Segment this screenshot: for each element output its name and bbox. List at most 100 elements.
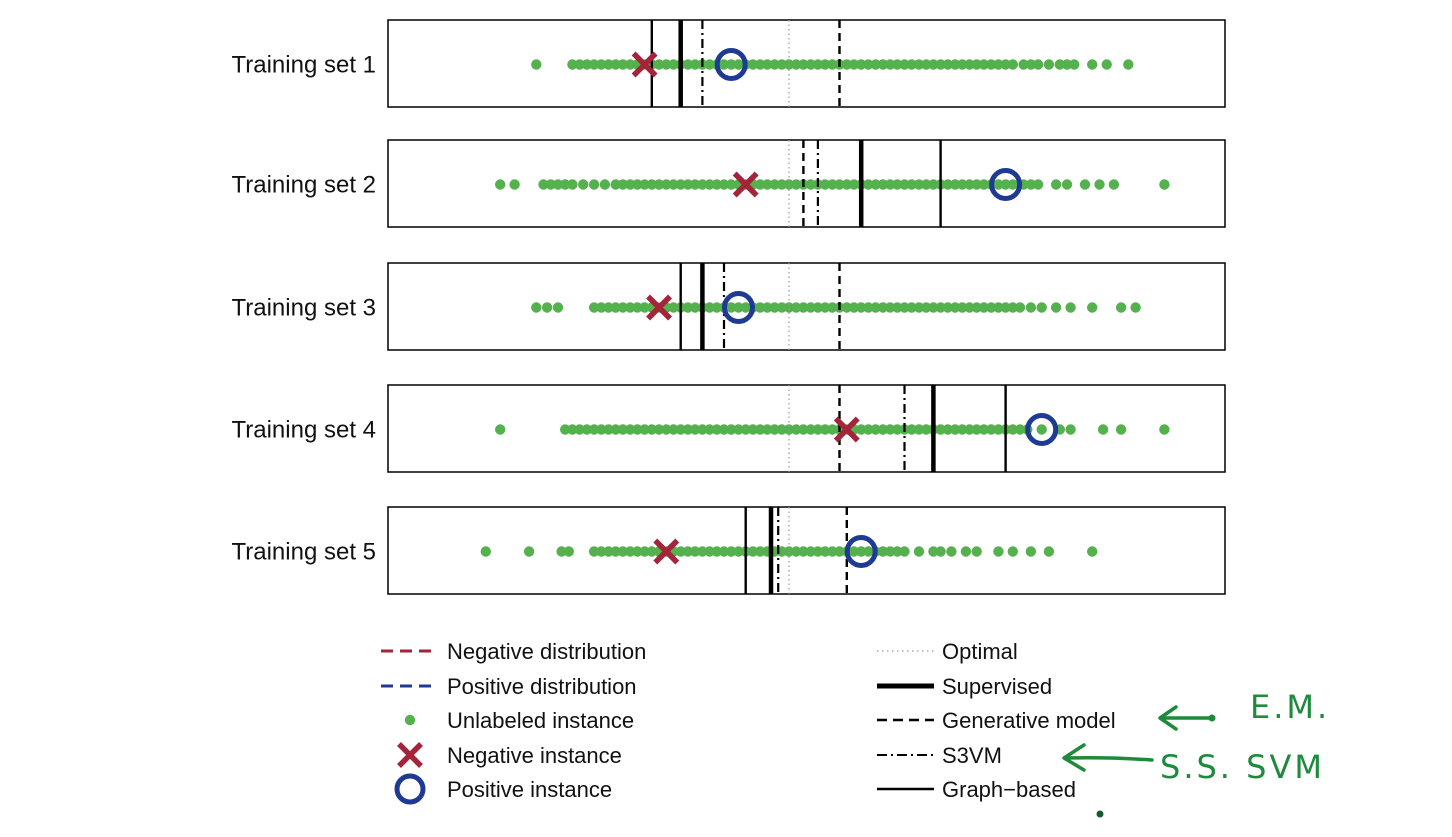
legend-label: Generative model: [942, 708, 1116, 733]
unlabeled-point: [704, 59, 715, 70]
unlabeled-point: [783, 424, 795, 435]
unlabeled-point: [783, 179, 795, 190]
unlabeled-point: [726, 302, 737, 313]
unlabeled-point: [718, 179, 730, 190]
unlabeled-point: [834, 546, 845, 557]
unlabeled-point: [1054, 59, 1066, 70]
unlabeled-point: [971, 59, 982, 70]
unlabeled-point: [1036, 424, 1047, 435]
unlabeled-point: [993, 546, 1004, 557]
unlabeled-point: [805, 179, 816, 190]
unlabeled-point: [978, 424, 990, 435]
unlabeled-point: [819, 546, 831, 557]
unlabeled-point: [957, 302, 968, 313]
unlabeled-point: [726, 59, 737, 70]
unlabeled-point: [1061, 179, 1073, 190]
unlabeled-point: [841, 302, 852, 313]
unlabeled-point: [689, 302, 701, 313]
annotation-ss-svm: S.S. SVM: [1160, 748, 1325, 786]
unlabeled-point: [783, 546, 795, 557]
unlabeled-point: [617, 424, 629, 435]
unlabeled-point: [599, 179, 611, 190]
unlabeled-point: [639, 179, 650, 190]
unlabeled-point: [754, 546, 766, 557]
unlabeled-point: [689, 59, 701, 70]
unlabeled-point: [993, 424, 1004, 435]
panel-label: Training set 5: [231, 539, 376, 566]
unlabeled-point: [610, 179, 621, 190]
unlabeled-point: [596, 546, 607, 557]
unlabeled-point: [812, 546, 824, 557]
ink-dot: [1096, 810, 1104, 818]
unlabeled-point: [776, 424, 787, 435]
unlabeled-point: [913, 179, 925, 190]
unlabeled-point: [480, 546, 491, 557]
unlabeled-point: [899, 179, 910, 190]
unlabeled-point: [646, 546, 657, 557]
unlabeled-point: [610, 59, 621, 70]
unlabeled-point: [791, 424, 802, 435]
unlabeled-point: [639, 546, 650, 557]
unlabeled-point: [960, 546, 972, 557]
unlabeled-point: [603, 546, 614, 557]
unlabeled-point: [769, 302, 780, 313]
unlabeled-point: [704, 546, 715, 557]
unlabeled-point: [711, 424, 722, 435]
unlabeled-point: [581, 424, 592, 435]
unlabeled-point: [596, 302, 607, 313]
unlabeled-point: [1087, 59, 1098, 70]
legend-entry-dashed-line: Generative model: [877, 708, 1116, 733]
unlabeled-point: [754, 59, 766, 70]
unlabeled-point: [625, 424, 636, 435]
unlabeled-point: [942, 424, 953, 435]
unlabeled-point: [639, 424, 650, 435]
unlabeled-point: [776, 302, 787, 313]
unlabeled-point: [1043, 59, 1055, 70]
unlabeled-point: [682, 424, 694, 435]
unlabeled-point: [675, 546, 686, 557]
unlabeled-point: [689, 179, 701, 190]
unlabeled-point: [747, 59, 759, 70]
unlabeled-point: [718, 424, 730, 435]
positive-instance-marker: [844, 535, 878, 568]
unlabeled-point: [733, 546, 744, 557]
unlabeled-point: [588, 59, 600, 70]
panel-label: Training set 4: [231, 417, 376, 444]
unlabeled-point: [841, 59, 852, 70]
unlabeled-point: [509, 179, 520, 190]
unlabeled-point: [892, 302, 903, 313]
unlabeled-point: [798, 59, 809, 70]
unlabeled-point: [632, 179, 643, 190]
unlabeled-point: [986, 424, 997, 435]
unlabeled-point: [957, 424, 968, 435]
unlabeled-point: [993, 302, 1004, 313]
unlabeled-point: [827, 424, 838, 435]
unlabeled-point: [877, 546, 889, 557]
unlabeled-point: [856, 59, 867, 70]
panel-5: Training set 5: [231, 506, 1226, 595]
unlabeled-point: [711, 546, 722, 557]
unlabeled-point: [949, 59, 961, 70]
legend-label: Negative distribution: [447, 639, 646, 664]
legend-entry-thick-solid-line: Supervised: [877, 674, 1052, 699]
panel-2: Training set 2: [231, 139, 1226, 228]
unlabeled-point: [870, 179, 881, 190]
positive-instance-marker: [722, 291, 755, 324]
unlabeled-point: [1079, 179, 1091, 190]
unlabeled-point: [617, 302, 629, 313]
unlabeled-point: [863, 59, 874, 70]
unlabeled-point: [1159, 424, 1170, 435]
unlabeled-point: [711, 302, 722, 313]
unlabeled-point: [1094, 179, 1105, 190]
legend-label: Optimal: [942, 639, 1018, 664]
unlabeled-point: [921, 59, 932, 70]
unlabeled-point: [1087, 302, 1098, 313]
unlabeled-point: [921, 179, 932, 190]
unlabeled-point: [913, 424, 925, 435]
unlabeled-point: [531, 59, 542, 70]
unlabeled-point: [812, 424, 824, 435]
panel-label: Training set 1: [231, 52, 376, 79]
positive-instance-marker: [1025, 413, 1059, 446]
unlabeled-point: [884, 59, 896, 70]
